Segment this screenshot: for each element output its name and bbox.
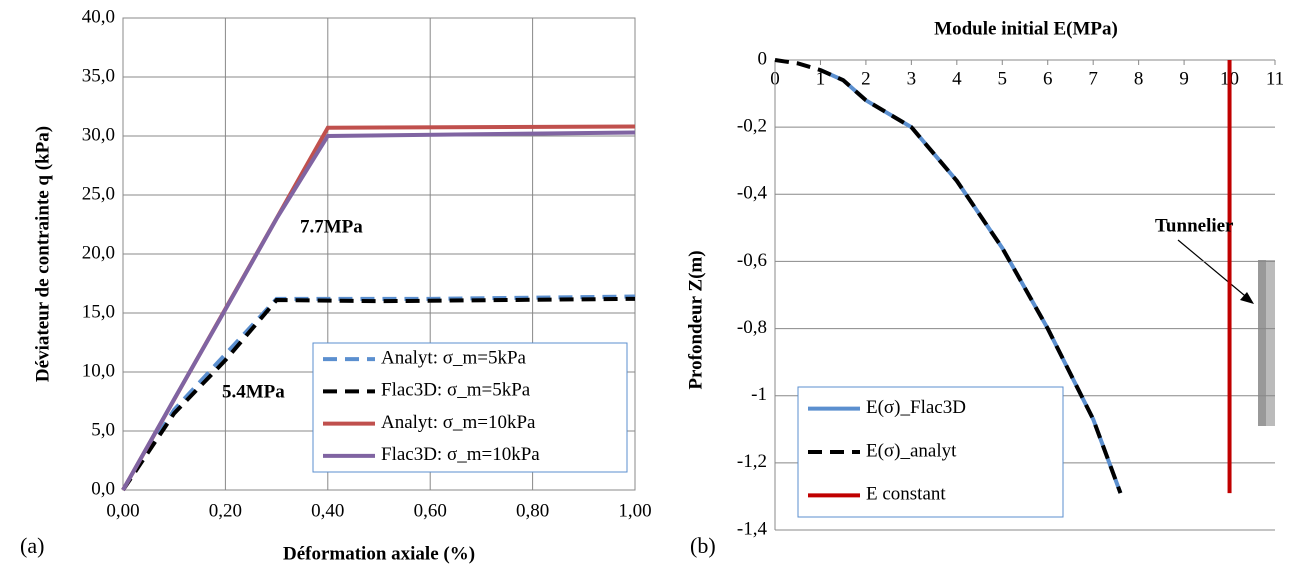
panel-label: (a) [20, 533, 44, 558]
x-tick-label: 11 [1266, 68, 1284, 89]
y-tick-label: -1 [751, 384, 767, 405]
x-tick-label: 1 [816, 68, 826, 89]
y-tick-label: 25,0 [82, 183, 115, 204]
panel-label: (b) [690, 533, 716, 558]
x-tick-label: 9 [1179, 68, 1189, 89]
y-tick-label: -0,8 [737, 317, 767, 338]
y-tick-label: 40,0 [82, 6, 115, 27]
legend-label: Analyt: σ_m=10kPa [381, 412, 536, 433]
x-tick-label: 3 [907, 68, 917, 89]
annotation: 5.4MPa [222, 381, 285, 402]
x-tick-label: 0,20 [209, 500, 242, 521]
series-line [774, 58, 1123, 494]
plot-frame [122, 17, 636, 491]
arrow [1177, 239, 1251, 301]
y-tick-label: 35,0 [82, 65, 115, 86]
y-tick-label: 20,0 [82, 242, 115, 263]
series-line [121, 296, 636, 492]
chart-title: Module initial E(MPa) [934, 18, 1118, 39]
x-tick-label: 8 [1134, 68, 1144, 89]
x-tick-label: 0,00 [106, 500, 139, 521]
y-tick-label: 15,0 [82, 301, 115, 322]
y-tick-label: 30,0 [82, 124, 115, 145]
annotation: Tunnelier [1155, 215, 1234, 236]
x-tick-label: 5 [998, 68, 1008, 89]
y-tick-label: -1,2 [737, 451, 767, 472]
x-tick-label: 0,60 [414, 500, 447, 521]
legend-label: E(σ)_Flac3D [866, 397, 966, 418]
x-tick-label: 0,80 [516, 500, 549, 521]
x-tick-label: 4 [952, 68, 962, 89]
x-tick-label: 6 [1043, 68, 1053, 89]
x-tick-label: 2 [861, 68, 871, 89]
y-tick-label: 0,0 [91, 478, 115, 499]
x-axis-label: Déformation axiale (%) [283, 543, 475, 564]
x-tick-label: 7 [1088, 68, 1098, 89]
legend-label: E constant [866, 484, 946, 505]
series-line [121, 130, 636, 491]
y-tick-label: -0,4 [737, 183, 768, 204]
annotation: 7.7MPa [300, 216, 363, 237]
tunnel-shield-inner [1266, 260, 1275, 426]
y-axis-label: Déviateur de contrainte q (kPa) [32, 126, 53, 382]
legend-box [312, 342, 628, 473]
legend-label: Flac3D: σ_m=10kPa [381, 444, 540, 465]
x-tick-label: 1,00 [618, 500, 651, 521]
legend-label: Flac3D: σ_m=5kPa [381, 380, 531, 401]
y-tick-label: -0,6 [737, 250, 767, 271]
y-tick-label: -1,4 [737, 518, 768, 539]
y-tick-label: 0 [758, 48, 768, 69]
legend-label: E(σ)_analyt [866, 440, 957, 461]
arrow-head [1240, 292, 1254, 304]
y-axis-label: Profondeur Z(m) [685, 250, 706, 389]
x-tick-label: 0,40 [311, 500, 344, 521]
y-tick-label: 10,0 [82, 360, 115, 381]
y-tick-label: 5,0 [91, 419, 115, 440]
y-tick-label: -0,2 [737, 116, 767, 137]
legend-label: Analyt: σ_m=5kPa [381, 347, 527, 368]
